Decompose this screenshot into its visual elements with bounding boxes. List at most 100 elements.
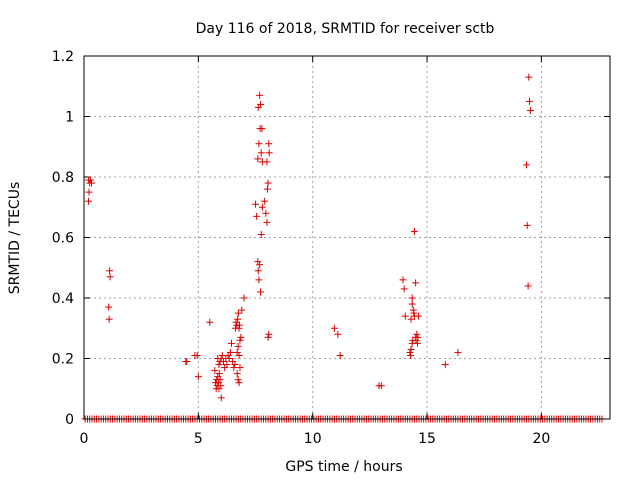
data-point (105, 303, 113, 311)
data-point (206, 318, 214, 326)
data-point (231, 361, 239, 369)
y-tick-label: 0.4 (52, 291, 74, 307)
data-point (215, 361, 223, 369)
data-point (217, 394, 225, 402)
data-point (240, 294, 248, 302)
data-point (216, 376, 224, 384)
data-point (399, 276, 407, 284)
data-point (183, 358, 191, 366)
data-point (254, 103, 262, 111)
data-point (454, 348, 462, 356)
data-point (264, 333, 272, 341)
data-point (256, 91, 264, 99)
data-point (226, 348, 234, 356)
data-point (263, 185, 271, 193)
data-point (407, 351, 415, 359)
x-tick-label: 15 (418, 431, 436, 447)
data-point (330, 324, 338, 332)
data-point (232, 318, 240, 326)
data-point (235, 379, 243, 387)
y-axis-label: SRMTID / TECUs (7, 182, 23, 295)
data-point (106, 273, 114, 281)
data-point (523, 221, 531, 229)
data-point (526, 106, 534, 114)
data-point (258, 203, 266, 211)
data-point (525, 73, 533, 81)
data-point (238, 306, 246, 314)
data-point (255, 276, 263, 284)
data-point (523, 161, 531, 169)
data-point (225, 355, 233, 362)
data-point (413, 330, 421, 338)
y-tick-label: 1.2 (52, 49, 74, 65)
data-point (414, 312, 422, 320)
data-points (81, 73, 606, 423)
data-point (228, 339, 236, 347)
data-point (254, 155, 262, 163)
data-point (407, 345, 415, 353)
data-point (105, 315, 113, 323)
data-point (236, 321, 244, 329)
y-tick-label: 0.8 (52, 170, 74, 186)
data-point (408, 294, 416, 302)
y-tick-label: 0.6 (52, 231, 74, 247)
data-point (211, 367, 219, 375)
data-point (407, 315, 415, 323)
data-point (85, 197, 93, 205)
data-point (85, 188, 93, 196)
data-point (265, 149, 273, 157)
data-point (336, 351, 344, 359)
data-point (334, 330, 342, 338)
data-point (258, 125, 266, 133)
data-point (414, 333, 422, 341)
data-point (85, 176, 93, 184)
data-point (254, 267, 262, 275)
x-tick-label: 10 (304, 431, 322, 447)
data-point (256, 261, 264, 269)
data-point (263, 158, 271, 166)
data-point (88, 179, 96, 187)
y-tick-label: 0 (65, 412, 74, 428)
x-axis-label: GPS time / hours (285, 459, 402, 475)
data-point (257, 149, 265, 157)
data-point (234, 315, 242, 323)
data-point (223, 361, 231, 369)
data-point (254, 258, 262, 266)
data-point (264, 179, 272, 187)
data-point (257, 288, 265, 296)
data-point (401, 312, 409, 320)
data-point (234, 309, 242, 317)
data-point (524, 282, 532, 290)
data-point (413, 339, 421, 347)
data-point (262, 209, 270, 217)
y-tick-label: 1 (65, 110, 74, 126)
x-tick-label: 0 (80, 431, 89, 447)
data-point (377, 382, 385, 390)
data-point (257, 230, 265, 238)
data-point (252, 200, 260, 208)
data-point (400, 285, 408, 293)
ticks: 0 0.2 0.4 0.6 0.8 1 1.2 0 5 10 15 20 (52, 49, 610, 447)
data-point (408, 300, 416, 308)
data-point (230, 364, 238, 372)
data-point (237, 333, 245, 341)
data-point (255, 140, 263, 148)
data-point (441, 361, 449, 369)
data-point (235, 351, 243, 359)
data-point (194, 373, 202, 381)
data-point (265, 140, 273, 148)
data-point (253, 212, 261, 220)
data-point (233, 348, 241, 356)
data-point (234, 376, 242, 384)
data-point (525, 97, 533, 105)
data-point (106, 267, 114, 275)
x-tick-label: 20 (532, 431, 550, 447)
data-point (234, 342, 242, 350)
data-point (406, 348, 414, 356)
data-point (261, 197, 269, 205)
y-tick-label: 0.2 (52, 352, 74, 368)
data-point (217, 382, 225, 390)
data-point (215, 370, 223, 378)
data-point (410, 309, 418, 317)
data-point (236, 336, 244, 344)
